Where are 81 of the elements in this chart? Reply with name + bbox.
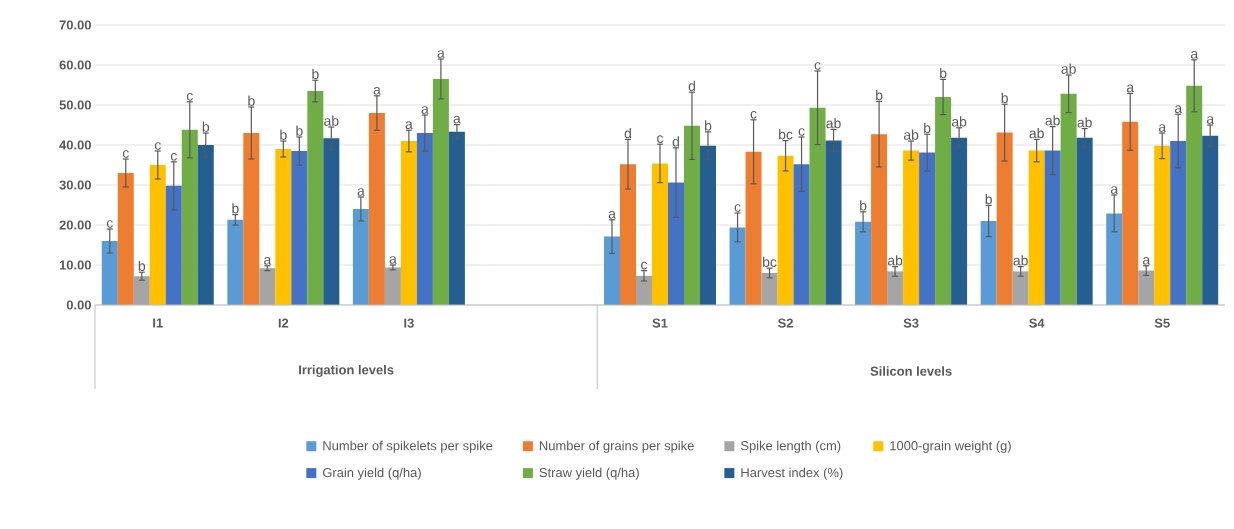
data-label: c — [186, 92, 193, 101]
y-tick-label: 20.00 — [59, 220, 91, 230]
data-label: b — [876, 89, 883, 101]
x-tick-label: S3 — [903, 318, 919, 328]
data-label: b — [924, 122, 931, 134]
x-tick-label: S5 — [1154, 318, 1170, 328]
data-label: a — [357, 188, 365, 196]
data-label: a — [264, 256, 272, 265]
data-label: a — [1174, 105, 1183, 114]
data-label: a — [1190, 50, 1199, 59]
data-label: b — [312, 68, 319, 80]
data-label: a — [421, 106, 429, 114]
y-tick-label: 60.00 — [59, 60, 91, 70]
data-label: c — [641, 261, 648, 270]
data-label: b — [296, 125, 303, 136]
legend-label: Number of spikelets per spike — [323, 440, 493, 453]
data-label: ab — [951, 116, 967, 127]
data-label: bc — [779, 129, 793, 140]
y-tick-label: 10.00 — [59, 260, 91, 270]
data-label: ab — [1077, 117, 1092, 128]
data-label: a — [405, 121, 413, 130]
data-label: b — [232, 203, 239, 214]
data-label: a — [453, 115, 461, 124]
data-label: c — [170, 152, 177, 161]
data-label: a — [389, 256, 397, 264]
data-label: a — [608, 210, 616, 219]
data-label: d — [688, 80, 695, 92]
data-label: a — [1110, 186, 1119, 194]
text: Irrigation levels — [299, 364, 394, 378]
data-label: d — [672, 136, 679, 147]
data-label: c — [814, 62, 821, 70]
data-label: a — [1126, 84, 1135, 93]
data-label: d — [624, 127, 631, 139]
legend-label: Grain yield (q/ha) — [322, 467, 421, 480]
data-label: a — [1206, 116, 1215, 124]
legend-label: Harvest index (%) — [741, 467, 843, 480]
data-label: ab — [903, 129, 919, 140]
data-label: b — [940, 67, 947, 79]
x-tick-label: I1 — [153, 318, 163, 328]
data-label: b — [248, 95, 255, 106]
data-label: b — [985, 193, 992, 205]
y-tick-label: 50.00 — [59, 100, 91, 110]
data-label: ab — [1013, 255, 1028, 266]
data-label: a — [1142, 256, 1151, 265]
data-label: c — [657, 135, 664, 144]
y-tick-label: 70.00 — [59, 20, 91, 30]
data-label: a — [1158, 124, 1167, 132]
data-label: ab — [1061, 63, 1076, 74]
data-label: ab — [324, 115, 339, 126]
data-label: b — [1001, 92, 1008, 104]
x-tick-label: I3 — [404, 318, 414, 328]
data-label: ab — [887, 255, 903, 266]
legend-label: Spike length (cm) — [740, 440, 841, 453]
data-label: c — [154, 142, 161, 150]
data-label: b — [138, 260, 146, 272]
legend-label: Number of grains per spike — [539, 440, 694, 453]
data-label: b — [280, 129, 287, 140]
legend-label: 1000-grain weight (g) — [890, 440, 1011, 453]
y-tick-label: 30.00 — [59, 180, 91, 190]
legend-label: Straw yield (q/ha) — [539, 467, 639, 480]
text: Silicon levels — [870, 366, 952, 376]
x-tick-label: S2 — [778, 318, 793, 328]
data-label: c — [122, 150, 129, 158]
x-tick-label: S1 — [652, 318, 668, 328]
data-label: bc — [763, 256, 777, 268]
data-label: a — [373, 86, 381, 95]
data-label: ab — [826, 117, 841, 129]
x-tick-label: S4 — [1029, 318, 1045, 328]
y-tick-label: 40.00 — [59, 140, 91, 150]
data-label: c — [106, 220, 113, 228]
data-label: ab — [1029, 127, 1044, 139]
data-label: a — [437, 50, 445, 58]
y-tick-label: 0.00 — [66, 300, 91, 310]
data-label: b — [705, 120, 712, 131]
data-label: b — [860, 200, 867, 211]
data-label: c — [734, 204, 741, 212]
data-label: c — [750, 110, 757, 119]
data-label: b — [202, 121, 210, 132]
data-label: c — [798, 128, 805, 136]
x-tick-label: I2 — [278, 318, 289, 328]
data-label: ab — [1045, 115, 1060, 126]
